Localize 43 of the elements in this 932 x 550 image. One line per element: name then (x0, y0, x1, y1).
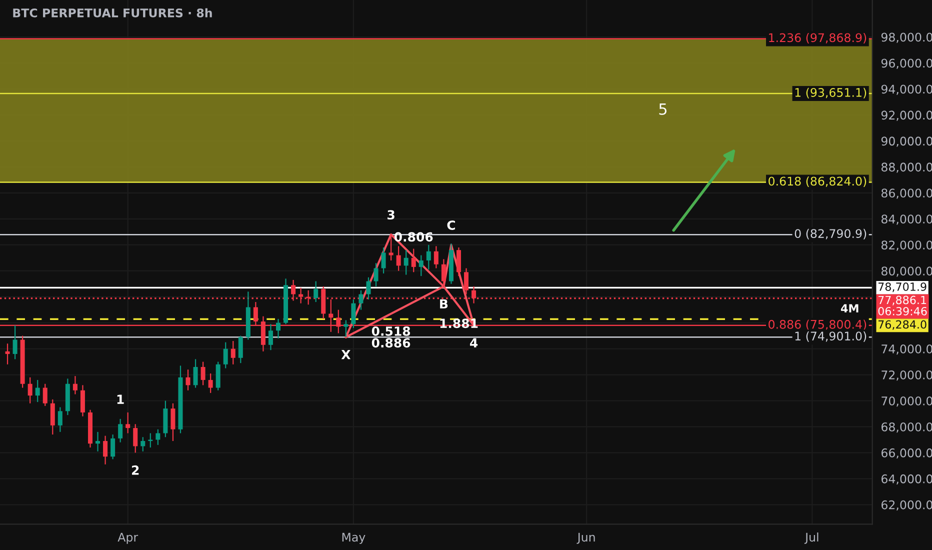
y-tick-label: 88,000.0 (881, 162, 932, 173)
annotation: 0.886 (372, 338, 410, 348)
ref-line-label: 1.236 (97,868.9) (769, 33, 866, 44)
y-tick-label: 92,000.0 (881, 110, 932, 121)
annotation: 0.806 (394, 232, 433, 242)
annotation: 4M (840, 304, 858, 312)
ref-line-label: 0 (82,790.9) (794, 228, 866, 240)
y-tick-label: 94,000.0 (881, 84, 932, 95)
band-label: 5 (659, 104, 667, 115)
x-tick-label: May (342, 532, 366, 544)
annotation: C (447, 220, 456, 230)
y-tick-label: 86,000.0 (881, 188, 932, 199)
ref-line-label: 0.618 (86,824.0) (768, 176, 866, 188)
y-tick-label: 62,000.0 (882, 500, 932, 511)
annotation: 2 (132, 465, 139, 475)
y-tick-label: 96,000.0 (881, 58, 932, 69)
y-tick-label: 70,000.0 (882, 396, 932, 407)
y-tick-label: 80,000.0 (881, 266, 932, 277)
x-tick-label: Jun (576, 532, 595, 544)
x-tick-label: Jul (804, 532, 818, 544)
ref-line-label: 76,284.0 (878, 320, 926, 330)
y-tick-label: 98,000.0 (881, 32, 932, 43)
annotation: X (341, 350, 350, 360)
y-tick-label: 84,000.0 (881, 214, 932, 225)
annotation: 4 (470, 338, 478, 348)
ref-line-label: 1 (93,651.1) (795, 88, 866, 98)
annotation: B (440, 299, 448, 308)
annotation: 1 (117, 394, 124, 404)
y-tick-label: 90,000.0 (881, 136, 932, 147)
y-tick-label: 68,000.0 (882, 422, 932, 433)
annotation: 0.518 (372, 326, 410, 336)
y-tick-label: 72,000.0 (882, 370, 932, 381)
ref-line-label: 1 (74,901.0) (795, 331, 866, 342)
annotation: 3 (388, 210, 394, 220)
ref-line-label: 0.886 (75,800.4) (768, 320, 866, 330)
x-tick-label: Apr (118, 532, 138, 544)
y-tick-label: 74,000.0 (882, 344, 932, 355)
y-tick-label: 82,000.0 (881, 240, 932, 251)
y-tick-label: 64,000.0 (882, 474, 932, 485)
ref-line-label: 77,886.1 06:39:46 (878, 296, 927, 316)
y-tick-label: 66,000.0 (882, 448, 932, 459)
text: BTC PERPETUAL FUTURES · 8h (13, 8, 212, 18)
ref-line-label: 78,701.9 (878, 282, 926, 292)
